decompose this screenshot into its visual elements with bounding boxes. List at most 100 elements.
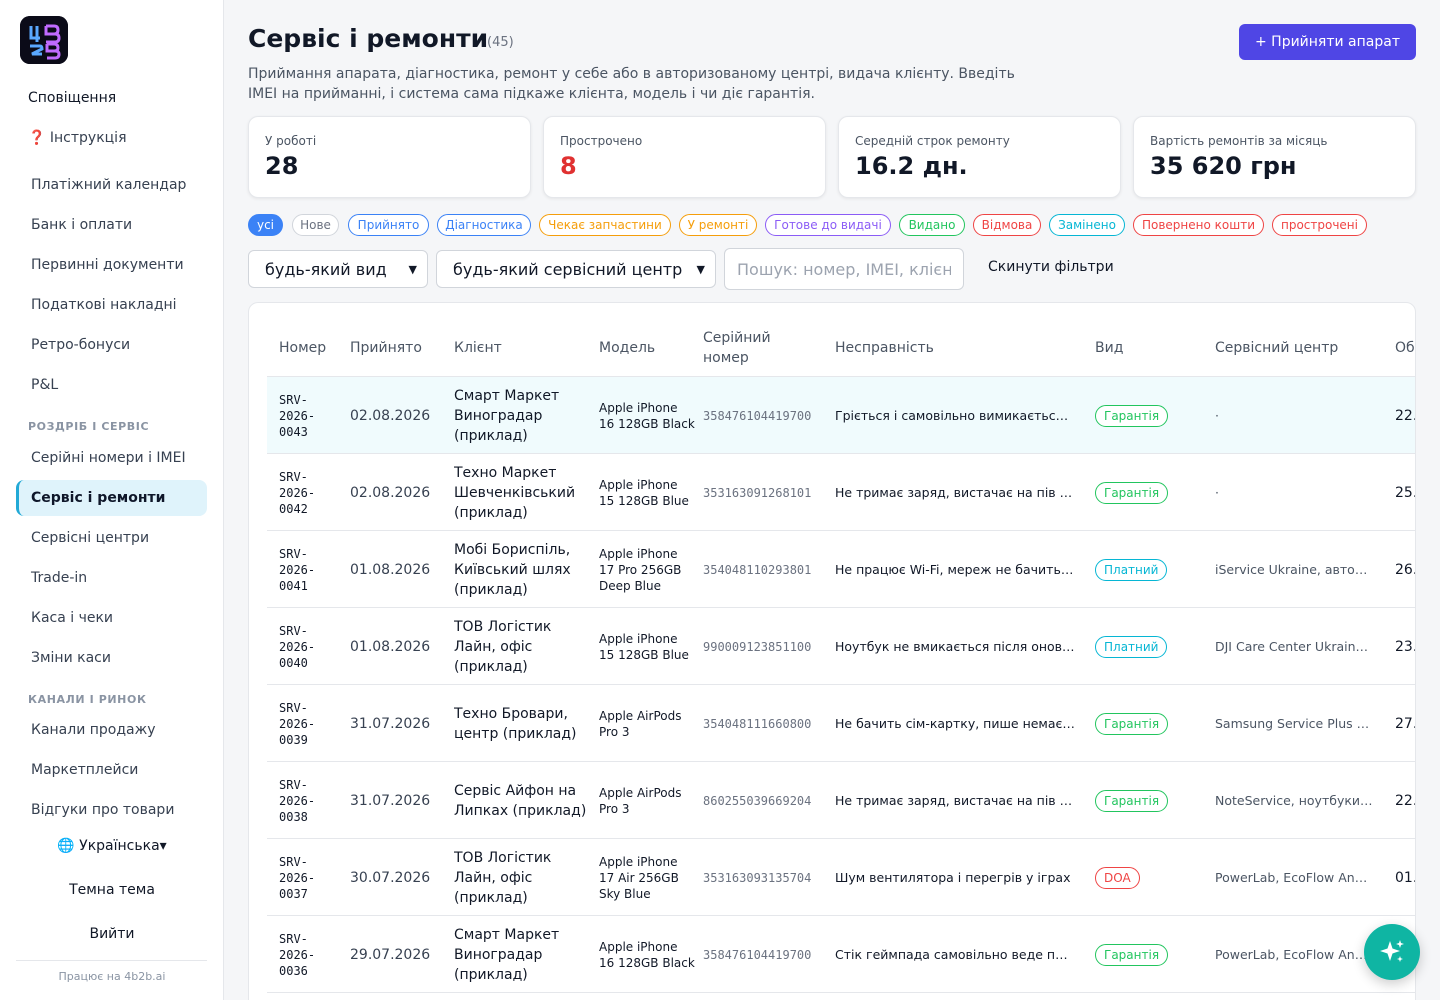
sidebar-item-notifications[interactable]: Сповіщення: [28, 90, 117, 106]
serial-number: 860255039669204: [703, 793, 812, 808]
device-model: Apple AirPods Pro 3: [599, 785, 682, 816]
sidebar-section-retail: РОЗДРІБ І СЕРВІС: [28, 420, 150, 433]
repair-number: SRV-2026-0039: [279, 700, 316, 747]
due-date: 22.: [1395, 792, 1416, 809]
column-issue[interactable]: Несправність: [835, 340, 934, 356]
stat-value: 16.2 дн.: [855, 152, 968, 180]
page-count: (45): [487, 35, 514, 50]
status-chip[interactable]: Нове: [292, 214, 339, 236]
table-row[interactable]: SRV-2026-0037 30.07.2026 ТОВ Логістик Лайн…: [267, 839, 1415, 916]
service-center: DJI Care Center Ukraine, Київ: [1215, 639, 1373, 654]
status-chip[interactable]: Чекає запчастини: [539, 214, 671, 236]
sidebar-item-serials-imei[interactable]: Серійні номери і IMEI: [31, 450, 186, 466]
status-chip[interactable]: Повернено кошти: [1133, 214, 1264, 236]
column-model[interactable]: Модель: [599, 340, 656, 356]
due-date: 25.: [1395, 484, 1416, 501]
serial-number: 990009123851100: [703, 639, 812, 654]
column-due[interactable]: Обі: [1395, 340, 1415, 356]
column-type[interactable]: Вид: [1095, 340, 1124, 356]
table-row[interactable]: SRV-2026-0041 01.08.2026 Мобі Бориспіль, К…: [267, 531, 1415, 608]
logout-button[interactable]: Вийти: [89, 926, 135, 942]
sidebar-item-sales-channels[interactable]: Канали продажу: [31, 722, 156, 738]
table-row[interactable]: SRV-2026-0036 29.07.2026 Смарт Маркет Вино…: [267, 916, 1415, 993]
table-row[interactable]: SRV-2026-0042 02.08.2026 Техно Маркет Шевч…: [267, 454, 1416, 531]
status-chip[interactable]: Відмова: [973, 214, 1041, 236]
type-select[interactable]: будь-який вид ▼: [248, 250, 428, 288]
repair-type: Гарантія: [1095, 685, 1205, 762]
accept-device-button[interactable]: + Прийняти апарат: [1239, 24, 1416, 60]
powered-by: Працює на 4b2b.ai: [58, 970, 166, 983]
status-chip[interactable]: Видано: [899, 214, 965, 236]
theme-toggle[interactable]: Темна тема: [69, 882, 155, 898]
due-date: 23.: [1395, 638, 1416, 655]
sidebar-item-pnl[interactable]: P&L: [31, 377, 59, 393]
sidebar-item-tax-invoices[interactable]: Податкові накладні: [31, 297, 177, 313]
column-serial[interactable]: Серійний номер: [703, 330, 771, 366]
sidebar-item-product-reviews[interactable]: Відгуки про товари: [31, 802, 175, 818]
repair-type: Гарантія: [1095, 377, 1205, 454]
device-model: Apple iPhone 15 128GB Blue: [599, 477, 689, 508]
status-chip[interactable]: Замінено: [1049, 214, 1125, 236]
sidebar-item-primary-documents[interactable]: Первинні документи: [31, 257, 184, 273]
serial-number: 353163093135704: [703, 870, 812, 885]
table-row[interactable]: SRV-2026-0040 01.08.2026 ТОВ Логістик Лайн…: [267, 608, 1416, 685]
client-name: Смарт Маркет Виноградар (приклад): [454, 387, 560, 444]
status-chip[interactable]: У ремонті: [679, 214, 757, 236]
repair-type: Гарантія: [1095, 762, 1205, 839]
ai-assistant-button[interactable]: [1364, 924, 1420, 980]
repair-type: DOA: [1095, 839, 1205, 916]
accepted-date: 02.08.2026: [350, 407, 431, 424]
serial-number: 354048110293801: [703, 562, 812, 577]
sidebar-item-cash-shifts[interactable]: Зміни каси: [31, 650, 111, 666]
app-logo[interactable]: [20, 16, 68, 64]
device-model: Apple iPhone 15 128GB Blue: [599, 631, 689, 662]
client-name: ТОВ Логістик Лайн, офіс (приклад): [454, 849, 552, 906]
type-badge: Гарантія: [1095, 404, 1169, 427]
issue-description: Не тримає заряд, вистачає на пів дня: [835, 485, 1075, 500]
stat-label: У роботі: [265, 134, 317, 148]
client-name: Техно Бровари, центр (приклад): [454, 705, 577, 742]
sidebar-item-marketplaces[interactable]: Маркетплейси: [31, 762, 139, 778]
repair-type: Гарантія: [1095, 454, 1205, 531]
stat-value: 28: [265, 152, 299, 180]
client-name: ТОВ Логістик Лайн, офіс (приклад): [454, 618, 552, 675]
repair-number: SRV-2026-0040: [279, 623, 316, 670]
table-row[interactable]: SRV-2026-0039 31.07.2026 Техно Бровари, це…: [267, 685, 1415, 762]
language-selector[interactable]: 🌐 Українська▾: [57, 838, 167, 854]
status-chip[interactable]: усі: [248, 214, 283, 236]
repair-number: SRV-2026-0041: [279, 546, 316, 593]
serial-number: 354048111660800: [703, 716, 812, 731]
sidebar-item-trade-in[interactable]: Trade-in: [31, 570, 88, 586]
client-name: Техно Маркет Шевченківський (приклад): [454, 464, 576, 521]
status-chip[interactable]: Готове до видачі: [765, 214, 891, 236]
device-model: Apple AirPods Pro 3: [599, 708, 682, 739]
serial-number: 358476104419700: [703, 408, 812, 423]
device-model: Apple iPhone 16 128GB Black: [599, 939, 695, 970]
status-chip[interactable]: Прийнято: [348, 214, 429, 236]
search-input[interactable]: [724, 248, 964, 290]
reset-filters-button[interactable]: Скинути фільтри: [988, 259, 1114, 275]
service-center: PowerLab, EcoFlow Anker сервіс: [1215, 947, 1373, 962]
page-title: Сервіс і ремонти: [248, 24, 489, 53]
service-center: ·: [1215, 408, 1219, 423]
accepted-date: 29.07.2026: [350, 946, 431, 963]
device-model: Apple iPhone 16 128GB Black: [599, 400, 695, 431]
column-service-center[interactable]: Сервісний центр: [1215, 340, 1339, 356]
column-accepted[interactable]: Прийнято: [350, 340, 422, 356]
column-number[interactable]: Номер: [279, 340, 327, 356]
sidebar-item-instructions[interactable]: ❓ Інструкція: [28, 130, 127, 146]
column-client[interactable]: Клієнт: [454, 340, 502, 356]
sidebar-item-service-repairs[interactable]: Сервіс і ремонти: [16, 480, 207, 516]
sidebar-item-bank-payments[interactable]: Банк і оплати: [31, 217, 133, 233]
sidebar-item-cash-receipts[interactable]: Каса і чеки: [31, 610, 114, 626]
sidebar-item-payment-calendar[interactable]: Платіжний календар: [31, 177, 187, 193]
issue-description: Не працює Wi-Fi, мереж не бачить взагалі: [835, 562, 1075, 577]
stat-card-overdue: Прострочено 8: [543, 116, 826, 198]
table-row[interactable]: SRV-2026-0043 02.08.2026 Смарт Маркет Вино…: [267, 377, 1415, 454]
status-chip[interactable]: прострочені: [1272, 214, 1367, 236]
status-chip[interactable]: Діагностика: [437, 214, 531, 236]
sidebar-item-service-centers[interactable]: Сервісні центри: [31, 530, 150, 546]
sidebar-item-retro-bonuses[interactable]: Ретро-бонуси: [31, 337, 131, 353]
service-center-select[interactable]: будь-який сервісний центр ▼: [436, 250, 716, 288]
table-row[interactable]: SRV-2026-0038 31.07.2026 Сервіс Айфон на Л…: [267, 762, 1416, 839]
